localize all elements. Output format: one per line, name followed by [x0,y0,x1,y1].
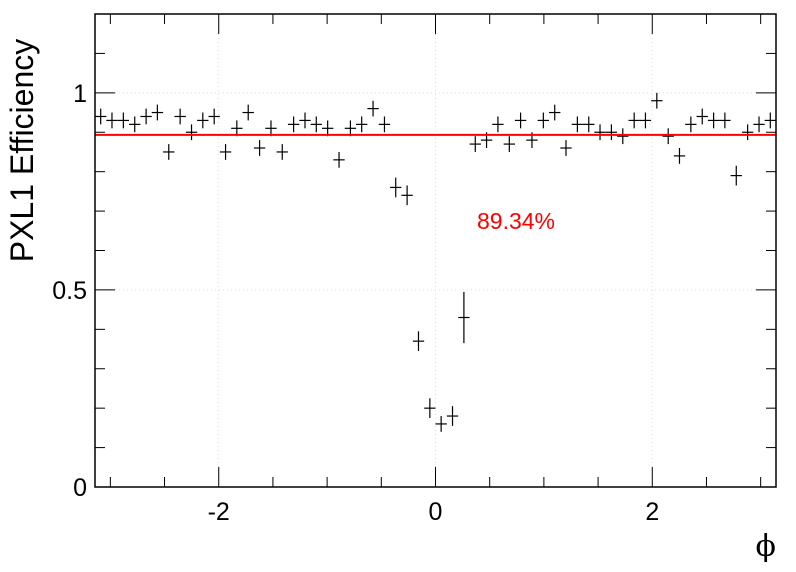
data-point [685,116,697,133]
x-tick-label: -2 [208,498,230,526]
data-point [117,112,130,129]
fit-annotation: 89.34% [477,208,555,234]
data-point [424,398,436,419]
data-point [707,112,720,129]
data-point [571,116,584,133]
data-point [492,116,504,133]
data-point [231,120,243,137]
data-point [651,92,663,109]
data-point [242,104,254,121]
x-tick-label: 2 [645,498,659,526]
data-point [197,112,209,129]
data-point [628,112,640,129]
data-point [673,148,686,164]
data-point [129,116,141,133]
x-axis-title: ϕ [756,529,776,564]
data-point [537,112,550,129]
x-tick-label: 0 [429,498,443,526]
data-point [151,104,164,121]
data-point [390,177,402,198]
data-point [140,108,152,125]
data-point [560,140,572,156]
data-point [321,120,334,137]
data-point [583,116,595,133]
data-point [503,136,515,152]
data-point [163,144,175,160]
data-point [639,112,652,129]
data-point [549,104,561,121]
data-point [219,144,232,160]
data-point [662,128,674,145]
data-point [356,116,368,133]
data-point [696,108,708,125]
data-point [617,128,629,145]
data-points [95,92,776,432]
data-point [185,124,198,141]
data-point [469,136,481,152]
data-point [594,124,606,141]
data-point [730,165,742,186]
data-point [253,140,266,156]
tick-labels: 0 0.5 1 -2 0 2 [52,80,659,526]
data-point [719,112,731,129]
data-point [344,120,357,137]
data-point [446,406,459,426]
data-point [310,116,322,133]
data-point [95,108,107,125]
data-point [605,124,618,141]
axis-ticks [95,13,776,488]
data-point [378,116,391,133]
data-point [741,124,754,141]
data-point [276,144,288,160]
y-tick-label: 0.5 [52,277,87,305]
data-point [174,108,186,125]
y-axis-title: PXL1 Efficiency [4,39,40,263]
data-point [106,112,118,129]
data-point [265,120,277,137]
data-point [458,291,470,344]
data-point [287,116,300,133]
y-tick-label: 0 [73,474,87,502]
data-point [435,416,447,432]
data-point [401,185,413,206]
data-point [753,116,765,133]
data-point [208,108,220,125]
data-point [514,112,527,129]
data-point [412,331,425,352]
data-point [299,112,311,129]
y-tick-label: 1 [73,80,87,108]
data-point [333,151,345,168]
data-point [764,112,776,129]
data-point [367,100,379,117]
